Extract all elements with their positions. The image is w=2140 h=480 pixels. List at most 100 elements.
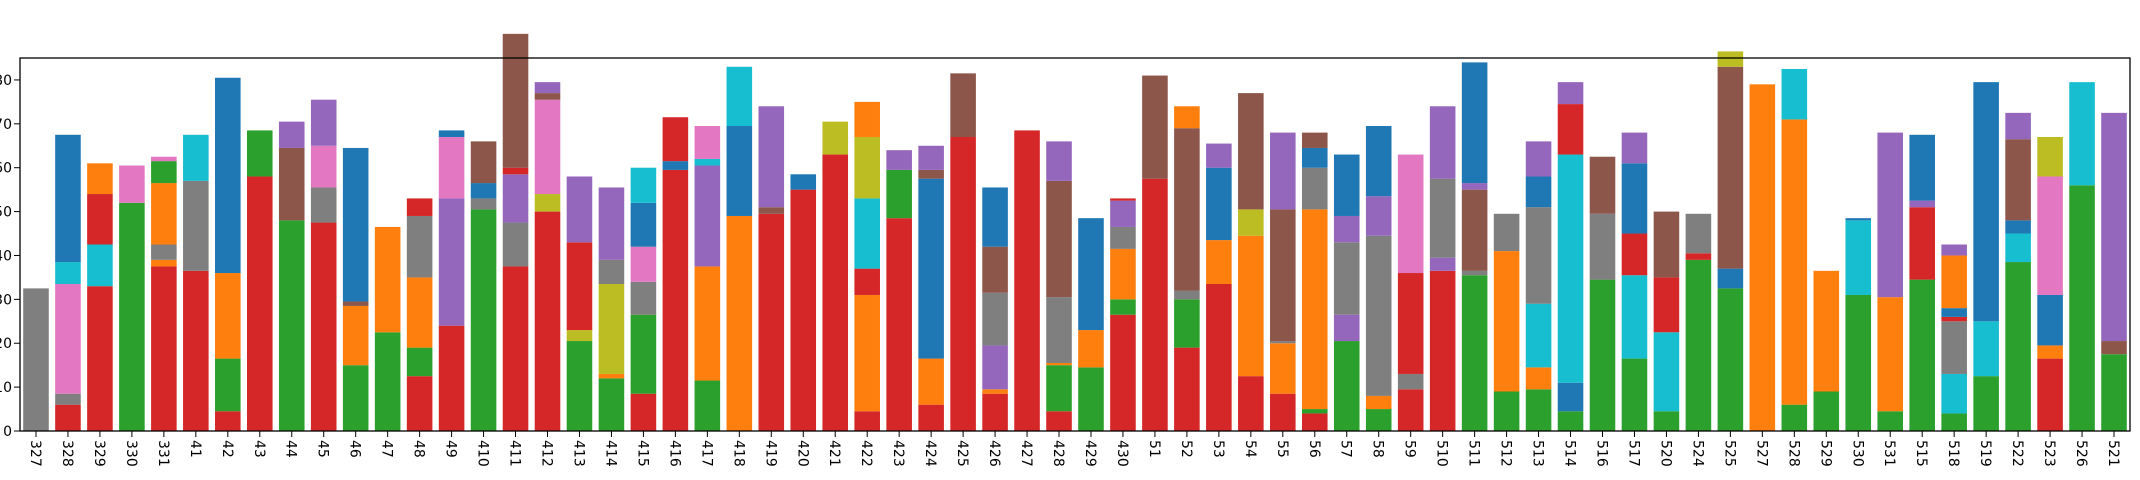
- bar-stack-56: [1301, 132, 1328, 431]
- bar-segment: [1174, 347, 1200, 431]
- bar-segment: [278, 220, 305, 431]
- bar-segment: [1461, 275, 1488, 431]
- bar-segment: [502, 222, 529, 267]
- bar-segment: [1685, 259, 1712, 431]
- bar-segment: [1941, 255, 1967, 309]
- bar-segment: [2005, 220, 2031, 234]
- bar-segment: [790, 189, 817, 431]
- bar-segment: [2005, 139, 2031, 221]
- y-tick-label: 50: [0, 205, 12, 221]
- bar-segment: [2069, 82, 2095, 186]
- bar-segment: [1142, 178, 1168, 431]
- bar-segment: [726, 126, 753, 216]
- bar-segment: [534, 93, 561, 100]
- bar-segment: [55, 134, 81, 263]
- x-axis-ticks: 327 328 329 330 331 41 42 43 44 45 46 47 48 49 410 411 4…: [27, 431, 2121, 467]
- bar-segment: [151, 156, 177, 162]
- bar-segment: [1270, 343, 1296, 394]
- bar-segment: [1909, 207, 1935, 280]
- x-tick-label: 517: [1625, 440, 1641, 467]
- bar-stack-510: [1429, 106, 1456, 431]
- bar-segment: [598, 259, 625, 284]
- bar-segment: [1941, 316, 1967, 322]
- bar-segment: [1429, 178, 1456, 258]
- bar-segment: [2005, 112, 2031, 140]
- x-tick-label: 521: [2105, 440, 2121, 467]
- y-tick-label: 80: [0, 73, 12, 89]
- bar-stack-414: [598, 187, 625, 431]
- x-tick-label: 430: [1114, 440, 1130, 467]
- bar-segment: [1046, 141, 1072, 181]
- x-tick-label: 422: [858, 440, 874, 467]
- bar-segment: [1685, 253, 1712, 260]
- bar-segment: [1238, 376, 1264, 431]
- bar-stack-529: [1813, 270, 1840, 431]
- x-tick-label: 525: [1721, 440, 1737, 467]
- bar-segment: [1046, 180, 1072, 298]
- bar-segment: [374, 226, 401, 333]
- bar-segment: [151, 244, 177, 260]
- bar-segment: [1333, 154, 1360, 216]
- bar-stack-43: [246, 130, 273, 431]
- bar-stack-49: [438, 130, 465, 431]
- bar-segment: [406, 215, 433, 278]
- bar-segment: [1653, 211, 1680, 278]
- bar-stack-418: [726, 66, 753, 431]
- bar-segment: [1174, 106, 1200, 129]
- bar-segment: [342, 147, 369, 302]
- bar-segment: [1845, 294, 1872, 431]
- bar-segment: [1333, 341, 1360, 431]
- bar-segment: [1941, 321, 1967, 374]
- y-tick-label: 20: [0, 336, 12, 352]
- bar-segment: [1493, 213, 1520, 252]
- x-tick-label: 331: [155, 440, 171, 467]
- bar-segment: [470, 183, 497, 199]
- bar-segment: [1301, 132, 1328, 148]
- x-tick-label: 58: [1370, 440, 1386, 458]
- bar-segment: [982, 393, 1008, 431]
- bar-segment: [1557, 154, 1584, 383]
- bar-segment: [1174, 299, 1200, 348]
- x-tick-label: 522: [2009, 440, 2025, 467]
- bar-stack-421: [822, 121, 849, 431]
- bar-segment: [1365, 126, 1392, 197]
- x-tick-label: 49: [443, 440, 459, 458]
- bar-segment: [2037, 358, 2063, 431]
- x-tick-label: 330: [123, 440, 139, 467]
- bar-segment: [630, 167, 657, 203]
- bar-segment: [151, 183, 177, 245]
- bar-segment: [1525, 367, 1552, 390]
- bar-segment: [598, 373, 625, 379]
- bar-segment: [854, 411, 880, 431]
- bar-segment: [55, 404, 81, 431]
- x-tick-label: 45: [315, 440, 331, 458]
- bar-segment: [694, 126, 721, 159]
- bar-segment: [630, 281, 657, 315]
- bar-segment: [151, 266, 177, 431]
- bar-stack-513: [1525, 141, 1552, 431]
- bar-segment: [87, 194, 113, 245]
- bar-segment: [1621, 163, 1648, 234]
- bar-segment: [630, 314, 657, 394]
- bar-stack-531: [1877, 132, 1904, 431]
- bar-stack-526: [2069, 82, 2095, 431]
- bar-segment: [1813, 391, 1840, 431]
- bar-segment: [2037, 345, 2063, 359]
- x-tick-label: 57: [1338, 440, 1354, 458]
- bar-segment: [278, 121, 305, 148]
- bar-segment: [566, 341, 593, 431]
- x-tick-label: 526: [2073, 440, 2089, 467]
- x-tick-label: 51: [1146, 440, 1162, 458]
- x-tick-label: 47: [379, 440, 395, 458]
- bar-segment: [918, 145, 944, 170]
- bar-stack-428: [1046, 141, 1072, 431]
- x-tick-label: 530: [1849, 440, 1865, 467]
- bar-segment: [1110, 248, 1136, 300]
- bar-segment: [310, 99, 337, 146]
- bar-segment: [1621, 358, 1648, 431]
- bar-segment: [1429, 257, 1456, 271]
- bar-segment: [1909, 134, 1935, 201]
- y-tick-label: 60: [0, 161, 12, 177]
- bar-segment: [598, 378, 625, 431]
